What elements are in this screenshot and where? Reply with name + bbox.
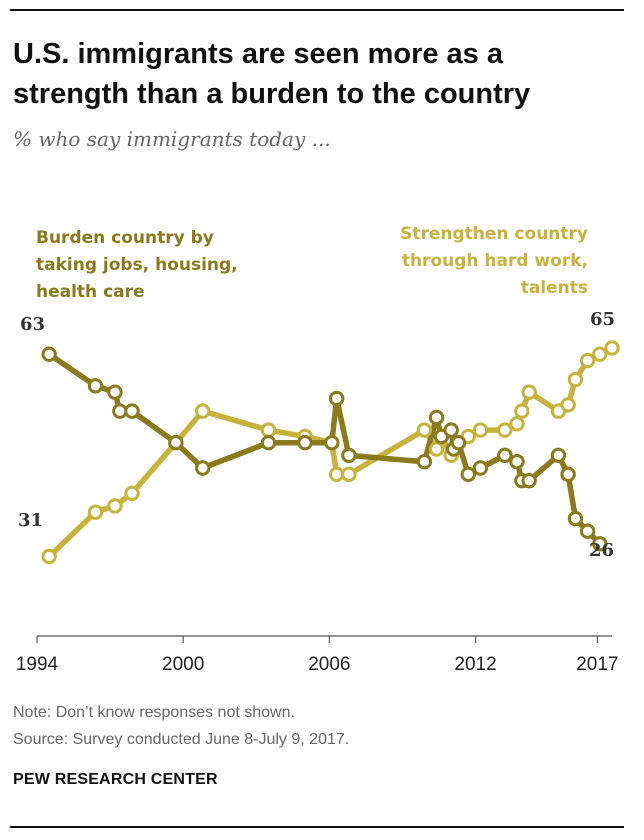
data-label-strength-end: 65 (590, 309, 615, 330)
point-strength-6 (260, 422, 277, 438)
point-burden-19 (472, 460, 489, 476)
point-strength-10 (341, 466, 357, 483)
chart-note: Note: Don’t know responses not shown. (13, 704, 295, 721)
point-strength-24 (579, 352, 596, 369)
point-burden-13 (428, 409, 445, 426)
x-tick-label-1994: 1994 (16, 654, 59, 675)
point-strength-22 (560, 397, 576, 413)
point-strength-9 (328, 466, 345, 483)
point-burden-5 (168, 435, 184, 451)
series-label-burden-line: taking jobs, housing, (36, 255, 238, 275)
point-burden-10 (328, 390, 345, 407)
series-line-burden (46, 351, 603, 547)
point-burden-4 (124, 403, 140, 419)
series-line-strength (46, 345, 615, 560)
publisher-logo: PEW RESEARCH CENTER (13, 771, 218, 788)
x-tick-label-2006: 2006 (308, 654, 350, 675)
series-lines (46, 345, 615, 560)
point-burden-0 (41, 346, 57, 362)
bottom-rule (10, 826, 624, 828)
point-strength-2 (107, 498, 123, 514)
data-label-burden-end: 26 (589, 540, 614, 561)
point-burden-21 (509, 453, 525, 470)
point-strength-3 (124, 485, 140, 501)
point-burden-17 (450, 435, 467, 451)
point-burden-3 (112, 403, 128, 419)
point-burden-6 (194, 460, 211, 476)
point-burden-12 (416, 453, 433, 470)
point-burden-24 (550, 447, 567, 464)
point-burden-8 (297, 435, 313, 451)
point-strength-23 (567, 371, 584, 388)
series-points (41, 340, 620, 565)
series-labels: Burden country by taking jobs, housing, he… (18, 224, 615, 561)
series-label-strength-line: through hard work, (402, 251, 588, 271)
top-rule (10, 9, 624, 11)
point-burden-2 (107, 384, 123, 400)
chart-subtitle: % who say immigrants today ... (13, 127, 331, 151)
point-strength-19 (514, 403, 530, 419)
chart-title: U.S. immigrants are seen more as a stren… (13, 38, 531, 110)
line-chart: 1994 2000 2006 2012 2017 Burden country by ta… (16, 224, 620, 675)
point-strength-11 (416, 422, 433, 438)
x-tick-label-2017: 2017 (576, 654, 618, 675)
x-axis: 1994 2000 2006 2012 2017 (16, 635, 619, 675)
point-burden-20 (497, 447, 513, 464)
point-burden-23 (521, 472, 537, 489)
point-burden-7 (260, 435, 277, 451)
point-strength-5 (194, 403, 211, 419)
point-strength-0 (41, 548, 57, 565)
point-strength-20 (521, 384, 537, 400)
point-burden-28 (592, 536, 608, 552)
chart-source: Source: Survey conducted June 8-July 9, … (13, 731, 350, 748)
series-label-burden: Burden country by taking jobs, housing, he… (36, 228, 238, 302)
point-burden-11 (341, 447, 357, 464)
point-strength-18 (509, 416, 525, 432)
series-label-strength-line: talents (521, 278, 588, 298)
point-burden-1 (87, 378, 104, 394)
series-label-strength: Strengthen country through hard work, tale… (400, 224, 588, 298)
point-burden-9 (324, 435, 340, 451)
data-label-burden-start: 63 (20, 314, 45, 335)
point-strength-25 (592, 346, 608, 362)
series-label-strength-line: Strengthen country (400, 224, 588, 244)
point-strength-16 (472, 422, 489, 438)
point-strength-17 (497, 422, 513, 438)
point-burden-26 (567, 510, 584, 527)
point-burden-25 (560, 466, 576, 483)
point-burden-27 (579, 523, 596, 539)
x-tick-label-2000: 2000 (162, 654, 204, 675)
point-burden-18 (460, 466, 476, 483)
x-tick-label-2012: 2012 (454, 654, 496, 675)
series-label-burden-line: Burden country by (36, 228, 214, 248)
point-strength-26 (604, 340, 620, 356)
series-label-burden-line: health care (36, 282, 145, 302)
point-burden-15 (443, 422, 459, 438)
point-strength-12 (428, 441, 445, 457)
data-label-strength-start: 31 (18, 510, 43, 531)
point-strength-1 (87, 504, 104, 520)
